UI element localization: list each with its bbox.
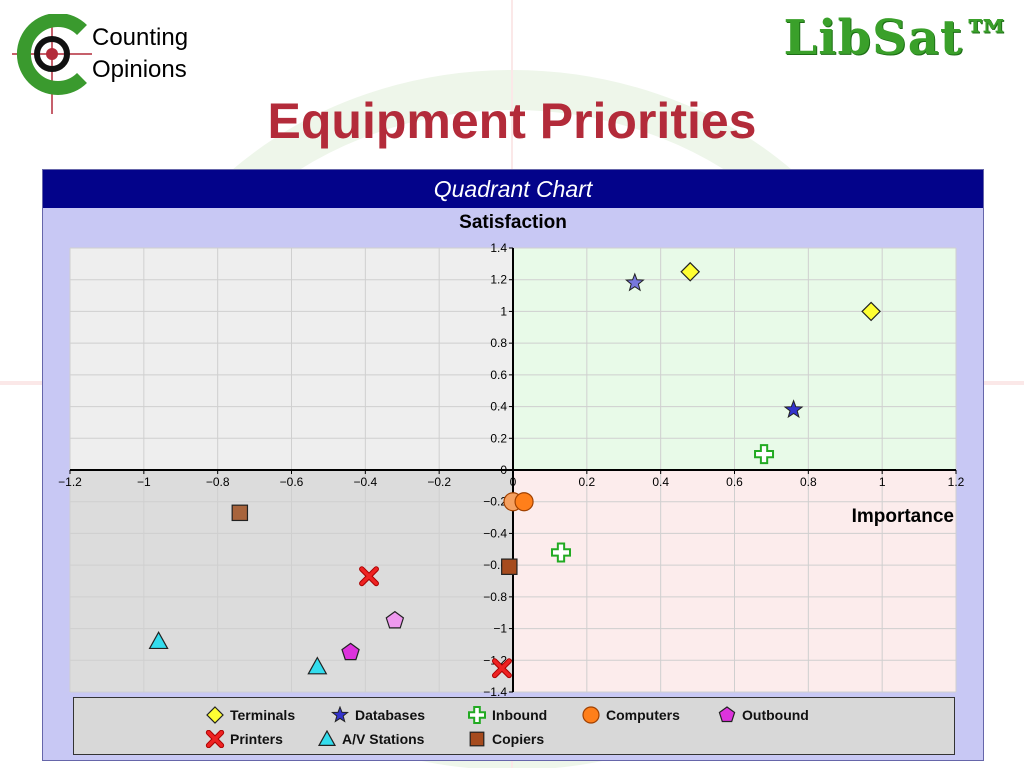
data-point-printers xyxy=(491,658,512,679)
legend-item-outbound: Outbound xyxy=(716,706,809,724)
page-title: Equipment Priorities xyxy=(267,93,757,149)
x-tick-label: 0.6 xyxy=(726,475,743,489)
chart-plot-area: −1.2 −1 −0.8 −0.6 −0.4 −0.2 0 0.2 0.4 0.6 0.8 1 1.21… xyxy=(58,212,965,699)
x-tick-label: 0.2 xyxy=(578,475,595,489)
libsat-brand: LibSat™ xyxy=(783,10,1012,66)
y-tick-label: 0.6 xyxy=(490,368,507,382)
circle-marker-icon xyxy=(582,706,600,724)
y-tick-label: −0.8 xyxy=(483,590,507,604)
x-tick-label: −0.2 xyxy=(427,475,451,489)
x-marker-icon xyxy=(205,730,225,748)
y-tick-label: 0 xyxy=(500,463,507,477)
data-point-outbound xyxy=(341,642,360,661)
chart-legend: Terminals Databases Inbound Computers Outbou… xyxy=(73,697,955,755)
data-point-databases xyxy=(783,399,804,419)
legend-label: Computers xyxy=(606,707,680,723)
legend-item-printers: Printers xyxy=(204,730,283,748)
data-point-terminals xyxy=(680,261,701,282)
legend-label: Printers xyxy=(230,731,283,747)
x-tick-label: 1 xyxy=(879,475,886,489)
plus-marker-icon xyxy=(468,706,486,724)
y-tick-label: −0.2 xyxy=(483,495,507,509)
y-tick-label: 0.8 xyxy=(490,336,507,350)
data-point-printers xyxy=(359,566,379,587)
legend-marker xyxy=(331,706,349,723)
logo-line-1: Counting xyxy=(92,24,189,51)
counting-opinions-logo-icon xyxy=(12,14,92,114)
legend-marker xyxy=(317,730,337,746)
logo-text: Counting Opinions xyxy=(92,22,188,86)
x-tick-label: 0.4 xyxy=(652,475,669,489)
diamond-marker-icon xyxy=(206,706,224,724)
triangle-marker-icon xyxy=(317,730,337,746)
logo-line-2: Opinions xyxy=(92,56,187,83)
data-point-inbound xyxy=(754,444,775,465)
x-tick-label: 1.2 xyxy=(948,475,965,489)
x-tick-label: −0.8 xyxy=(206,475,230,489)
data-point-computers xyxy=(514,492,534,512)
legend-marker xyxy=(469,731,485,747)
x-tick-label: −1.2 xyxy=(58,475,82,489)
legend-item-databases: Databases xyxy=(329,706,425,724)
data-point-databases xyxy=(624,272,645,292)
x-tick-label: 0.8 xyxy=(800,475,817,489)
legend-item-terminals: Terminals xyxy=(204,706,295,724)
x-mark-stroke xyxy=(360,567,378,586)
data-point-terminals xyxy=(861,301,881,322)
y-tick-label: 1.4 xyxy=(490,241,507,255)
x-mark-stroke xyxy=(492,659,511,678)
data-point-outbound xyxy=(385,610,405,629)
y-tick-label: −1 xyxy=(493,622,507,636)
y-tick-label: −1.4 xyxy=(483,685,507,699)
legend-item-computers: Computers xyxy=(580,706,680,724)
data-point-a-v-stations xyxy=(148,631,169,650)
legend-marker xyxy=(205,730,225,748)
data-point-inbound xyxy=(550,542,571,563)
data-point-a-v-stations xyxy=(307,656,328,675)
legend-item-inbound: Inbound xyxy=(466,706,547,724)
legend-label: Copiers xyxy=(492,731,545,747)
legend-item-a-v-stations: A/V Stations xyxy=(316,730,424,748)
chart-title: Quadrant Chart xyxy=(43,170,983,208)
data-point-copiers xyxy=(501,558,518,575)
legend-label: A/V Stations xyxy=(342,731,425,747)
data-point-copiers xyxy=(231,504,249,522)
pentagon-marker-icon xyxy=(718,706,736,723)
legend-item-copiers: Copiers xyxy=(466,730,544,748)
legend-marker xyxy=(468,706,486,724)
quadrant-chart: −1.2 −1 −0.8 −0.6 −0.4 −0.2 0 0.2 0.4 0.6 0.8 1 1.2 1… xyxy=(42,169,984,761)
star-marker-icon xyxy=(331,706,349,723)
square-marker-icon xyxy=(469,731,485,747)
y-tick-label: 1 xyxy=(500,304,507,318)
y-axis-label: Satisfaction xyxy=(459,212,567,233)
x-mark-stroke xyxy=(206,730,224,748)
y-tick-label: 1.2 xyxy=(490,273,507,287)
x-tick-label: −0.4 xyxy=(353,475,377,489)
legend-label: Outbound xyxy=(742,707,809,723)
x-tick-label: 0 xyxy=(510,475,517,489)
legend-marker xyxy=(206,706,224,724)
y-tick-label: 0.4 xyxy=(490,400,507,414)
x-axis-label: Importance xyxy=(852,506,954,527)
legend-label: Databases xyxy=(355,707,426,723)
x-tick-label: −1 xyxy=(137,475,151,489)
legend-label: Terminals xyxy=(230,707,296,723)
y-tick-label: 0.2 xyxy=(490,431,507,445)
legend-label: Inbound xyxy=(492,707,548,723)
legend-marker xyxy=(582,706,600,724)
legend-marker xyxy=(718,706,736,723)
x-tick-label: −0.6 xyxy=(280,475,304,489)
y-tick-label: −0.4 xyxy=(483,526,507,540)
